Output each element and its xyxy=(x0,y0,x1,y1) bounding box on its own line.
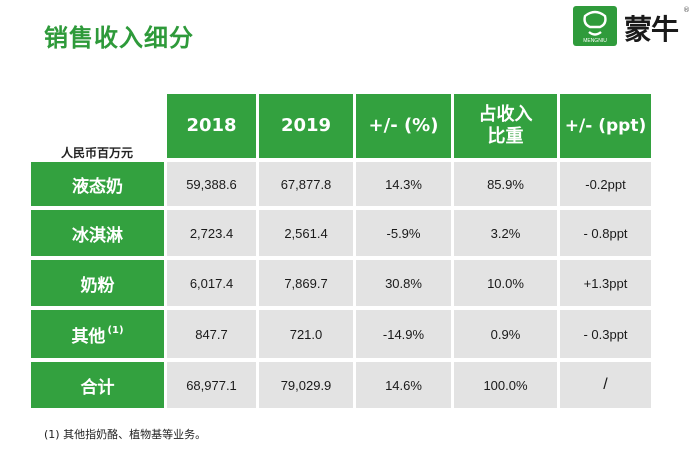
brand-name: 蒙牛 xyxy=(624,13,679,46)
page-title: 销售收入细分 xyxy=(44,24,194,52)
cell-liquid-milk-2018: 59,388.6 xyxy=(167,162,256,206)
cell-ice-cream-2019: 2,561.4 xyxy=(259,210,353,256)
logo-text: MENGNIU xyxy=(583,38,607,44)
cell-others-2018: 847.7 xyxy=(167,310,256,358)
cell-ice-cream-change-pct: -5.9% xyxy=(356,210,451,256)
row-label-others: 其他 (1) xyxy=(31,310,164,358)
row-label-ice-cream: 冰淇淋 xyxy=(31,210,164,256)
footnote: (1) 其他指奶酪、植物基等业务。 xyxy=(44,428,207,441)
cow-logo-icon xyxy=(583,10,607,36)
header-2019: 2019 xyxy=(259,94,353,158)
cell-total-change-pct: 14.6% xyxy=(356,362,451,408)
header-change-ppt: +/- (ppt) xyxy=(560,94,651,158)
cell-total-2018: 68,977.1 xyxy=(167,362,256,408)
cell-liquid-milk-share: 85.9% xyxy=(454,162,557,206)
row-label-milk-powder: 奶粉 xyxy=(31,260,164,306)
registered-mark: ® xyxy=(683,6,690,14)
cell-others-2019: 721.0 xyxy=(259,310,353,358)
cell-others-change-ppt: - 0.3ppt xyxy=(560,310,651,358)
row-label-total: 合计 xyxy=(31,362,164,408)
cell-ice-cream-2018: 2,723.4 xyxy=(167,210,256,256)
cell-milk-powder-2019: 7,869.7 xyxy=(259,260,353,306)
cell-total-2019: 79,029.9 xyxy=(259,362,353,408)
cell-liquid-milk-change-pct: 14.3% xyxy=(356,162,451,206)
unit-label: 人民币百万元 xyxy=(61,146,134,160)
cell-others-share: 0.9% xyxy=(454,310,557,358)
cell-milk-powder-change-ppt: +1.3ppt xyxy=(560,260,651,306)
cell-milk-powder-2018: 6,017.4 xyxy=(167,260,256,306)
cell-total-share: 100.0% xyxy=(454,362,557,408)
cell-milk-powder-share: 10.0% xyxy=(454,260,557,306)
cell-milk-powder-change-pct: 30.8% xyxy=(356,260,451,306)
header-revenue-share: 占收入 比重 xyxy=(454,94,557,158)
cell-ice-cream-change-ppt: - 0.8ppt xyxy=(560,210,651,256)
brand-logo: MENGNIU xyxy=(573,6,617,46)
cell-others-change-pct: -14.9% xyxy=(356,310,451,358)
header-change-pct: +/- (%) xyxy=(356,94,451,158)
header-share-line1: 占收入 xyxy=(478,104,533,125)
cell-total-change-ppt: / xyxy=(560,362,651,408)
cell-ice-cream-share: 3.2% xyxy=(454,210,557,256)
cell-liquid-milk-2019: 67,877.8 xyxy=(259,162,353,206)
cell-liquid-milk-change-ppt: -0.2ppt xyxy=(560,162,651,206)
header-share-line2: 比重 xyxy=(487,126,524,147)
header-2018: 2018 xyxy=(167,94,256,158)
footnote-marker: (1) xyxy=(107,324,124,336)
row-label-liquid-milk: 液态奶 xyxy=(31,162,164,206)
